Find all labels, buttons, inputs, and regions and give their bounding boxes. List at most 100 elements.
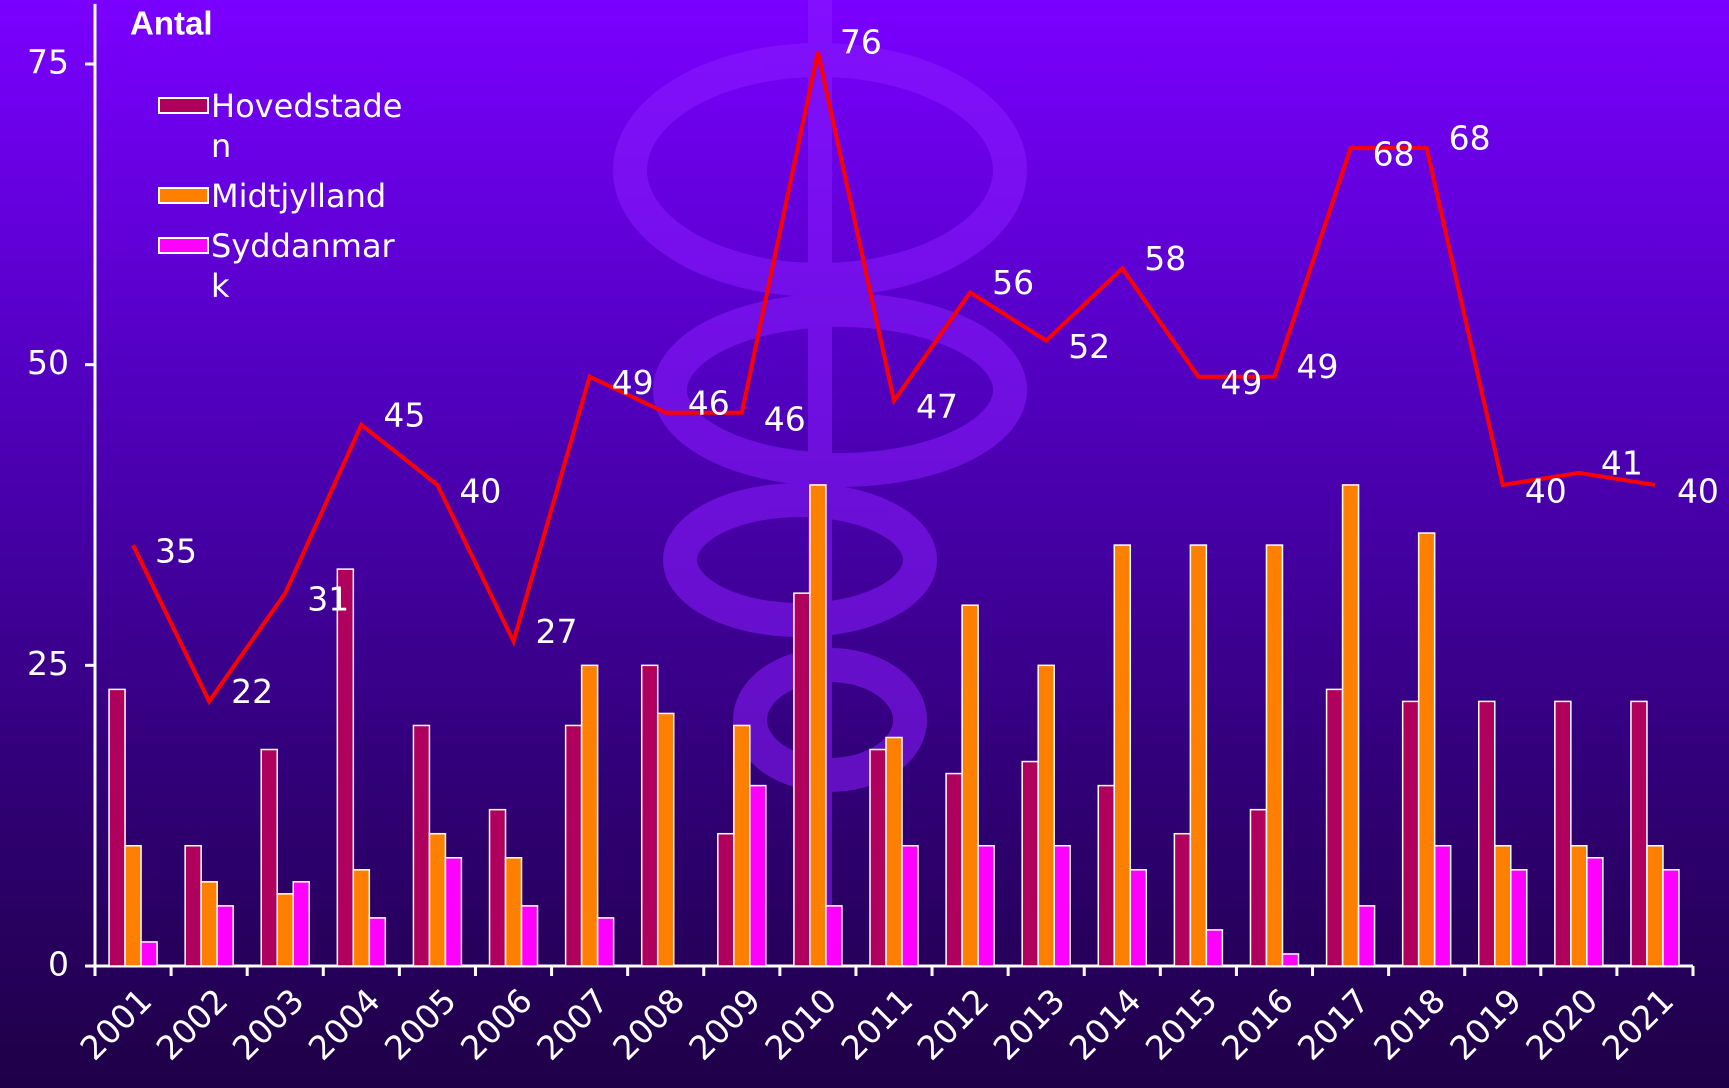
bar	[413, 725, 429, 966]
x-tick-label: 2001	[72, 981, 159, 1068]
bar	[293, 882, 309, 966]
data-label: 41	[1601, 443, 1643, 482]
bar	[750, 786, 766, 966]
data-label: 58	[1144, 239, 1186, 278]
legend-label: Hovedstaden	[211, 86, 411, 166]
bar	[1266, 545, 1282, 966]
data-label: 49	[1220, 363, 1262, 402]
x-tick-label: 2014	[1062, 981, 1149, 1068]
x-tick-label: 2008	[605, 981, 692, 1068]
data-label: 68	[1449, 119, 1491, 158]
bar	[1206, 930, 1222, 966]
data-label: 76	[840, 22, 882, 61]
y-tick-label: 75	[27, 43, 69, 82]
x-tick-label: 2013	[986, 981, 1073, 1068]
x-tick-label: 2009	[681, 981, 768, 1068]
bar	[125, 846, 141, 966]
bar	[810, 485, 826, 966]
bar	[1343, 485, 1359, 966]
legend-swatch	[158, 237, 209, 254]
bar	[794, 593, 810, 966]
bar	[870, 750, 886, 966]
x-tick-label: 2020	[1518, 981, 1605, 1068]
bar	[598, 918, 614, 966]
bar	[1435, 846, 1451, 966]
bar	[902, 846, 918, 966]
legend-label: Midtjylland	[211, 176, 411, 216]
data-label: 46	[688, 383, 730, 422]
bar	[1631, 701, 1647, 966]
bar	[201, 882, 217, 966]
bar	[1495, 846, 1511, 966]
bar	[946, 774, 962, 966]
data-label: 40	[1525, 471, 1567, 510]
legend-label: Syddanmark	[211, 226, 411, 306]
bar	[1511, 870, 1527, 966]
bar	[429, 834, 445, 966]
bar	[642, 665, 658, 966]
x-tick-label: 2003	[225, 981, 312, 1068]
bar	[1190, 545, 1206, 966]
y-tick-label: 50	[27, 343, 69, 382]
bar	[1022, 762, 1038, 966]
data-label: 40	[1677, 471, 1719, 510]
bar	[1038, 665, 1054, 966]
y-tick-label: 0	[48, 945, 69, 984]
data-label: 45	[383, 395, 425, 434]
legend: Hovedstaden Midtjylland Syddanmark	[158, 86, 418, 316]
x-tick-label: 2015	[1138, 981, 1225, 1068]
legend-item: Midtjylland	[158, 176, 418, 216]
data-label: 27	[536, 612, 578, 651]
data-label: 47	[916, 387, 958, 426]
bar	[886, 737, 902, 966]
bar	[1054, 846, 1070, 966]
data-label: 49	[1296, 347, 1338, 386]
data-label: 49	[612, 363, 654, 402]
bar	[217, 906, 233, 966]
bar	[582, 665, 598, 966]
data-label: 31	[307, 580, 349, 619]
legend-item: Syddanmark	[158, 226, 418, 306]
bar	[1359, 906, 1375, 966]
bar	[1555, 701, 1571, 966]
data-label: 40	[459, 471, 501, 510]
bar	[566, 725, 582, 966]
bar	[1419, 533, 1435, 966]
bar	[141, 942, 157, 966]
bar	[261, 750, 277, 966]
legend-item: Hovedstaden	[158, 86, 418, 166]
x-tick-label: 2012	[910, 981, 997, 1068]
bar	[718, 834, 734, 966]
x-tick-label: 2010	[757, 981, 844, 1068]
y-axis-label: Antal	[130, 5, 213, 42]
bar	[185, 846, 201, 966]
x-tick-label: 2019	[1442, 981, 1529, 1068]
x-tick-label: 2011	[833, 981, 920, 1068]
page: Antal 0255075352231454027494646764756525…	[0, 0, 1729, 1088]
bar	[978, 846, 994, 966]
bar	[1403, 701, 1419, 966]
bar	[506, 858, 522, 966]
x-tick-label: 2007	[529, 981, 616, 1068]
bar	[734, 725, 750, 966]
bar	[1327, 689, 1343, 966]
bar	[490, 810, 506, 966]
bar	[1130, 870, 1146, 966]
bar	[353, 870, 369, 966]
bar	[826, 906, 842, 966]
bar	[337, 569, 353, 966]
data-label: 46	[764, 399, 806, 438]
bar	[445, 858, 461, 966]
x-tick-label: 2005	[377, 981, 464, 1068]
bar	[1571, 846, 1587, 966]
data-label: 22	[231, 672, 273, 711]
bar	[369, 918, 385, 966]
x-tick-label: 2004	[301, 981, 388, 1068]
data-label: 35	[155, 532, 197, 571]
bar	[658, 713, 674, 966]
x-tick-label: 2006	[453, 981, 540, 1068]
legend-swatch	[158, 187, 209, 204]
bar	[1479, 701, 1495, 966]
x-tick-label: 2016	[1214, 981, 1301, 1068]
bar	[522, 906, 538, 966]
